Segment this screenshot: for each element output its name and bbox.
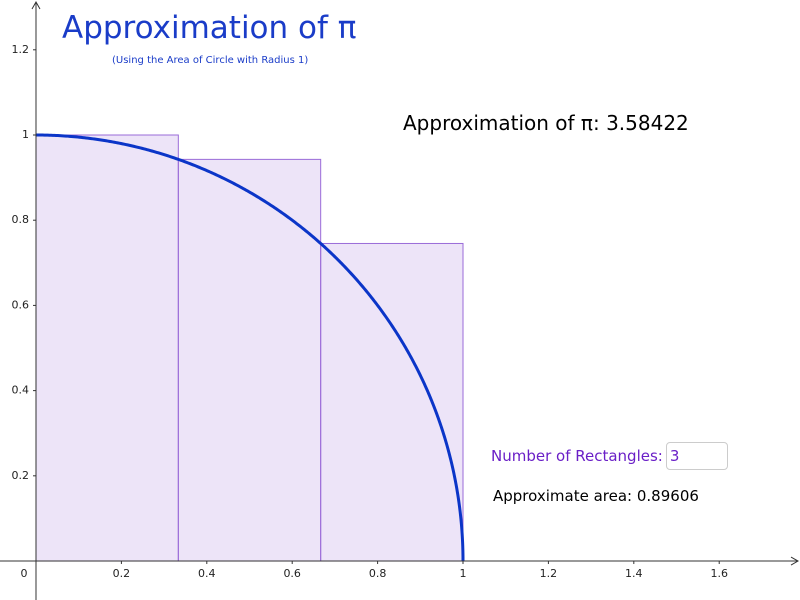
subtitle: (Using the Area of Circle with Radius 1) [112,55,309,66]
rectangle [177,158,322,562]
input-box[interactable]: 3 [665,442,728,470]
y-tick-label: 1.2 [11,43,29,56]
x-tick-label: 0.4 [198,567,216,580]
rectangle [35,134,179,562]
x-tick-label: 1.2 [540,567,558,580]
x-tick-label: 1 [460,567,467,580]
pi-approximation: Approximation of π: 3.58422 [403,111,689,135]
y-tick-label: 0.8 [11,213,29,226]
input-label: Number of Rectangles: [491,447,663,465]
y-tick-label: 0.2 [11,469,29,482]
y-arrow [31,0,41,10]
x-arrow [790,556,800,566]
y-tick-label: 0.4 [11,384,29,397]
x-tick-label: 0.2 [113,567,131,580]
x-tick-label: 1.4 [625,567,643,580]
area-label: Approximate area: [493,487,633,505]
pi-value: 3.58422 [606,111,689,135]
x-tick-label: 0 [20,567,27,580]
input-row: Number of Rectangles: 3 [491,442,728,470]
y-tick-label: 0.6 [11,298,29,311]
x-tick-label: 1.6 [710,567,728,580]
pi-label: Approximation of π: [403,111,600,135]
rectangle [320,242,464,562]
area-value: 0.89606 [636,487,699,505]
x-tick-label: 0.6 [283,567,301,580]
title: Approximation of π [62,10,357,46]
x-tick-label: 0.8 [369,567,387,580]
area: Approximate area: 0.89606 [493,487,699,505]
y-tick-label: 1 [22,128,29,141]
quarter-circle [35,133,465,562]
